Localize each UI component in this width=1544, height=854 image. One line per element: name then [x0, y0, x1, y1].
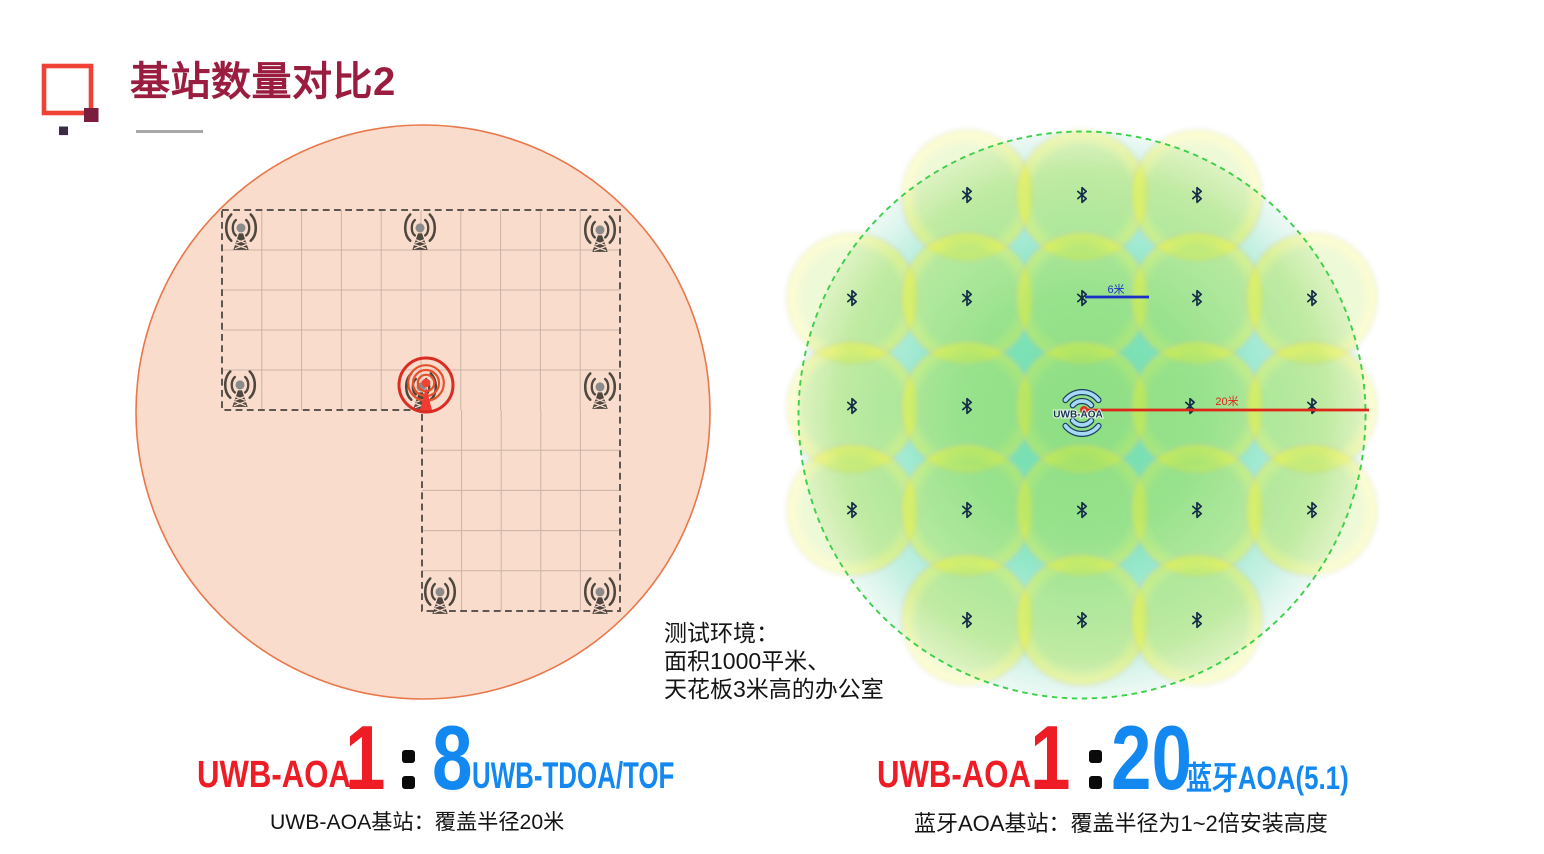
svg-text:6米: 6米 [1107, 283, 1124, 296]
svg-text:UWB-AOA: UWB-AOA [1053, 410, 1102, 421]
svg-text:20米: 20米 [1215, 395, 1238, 408]
